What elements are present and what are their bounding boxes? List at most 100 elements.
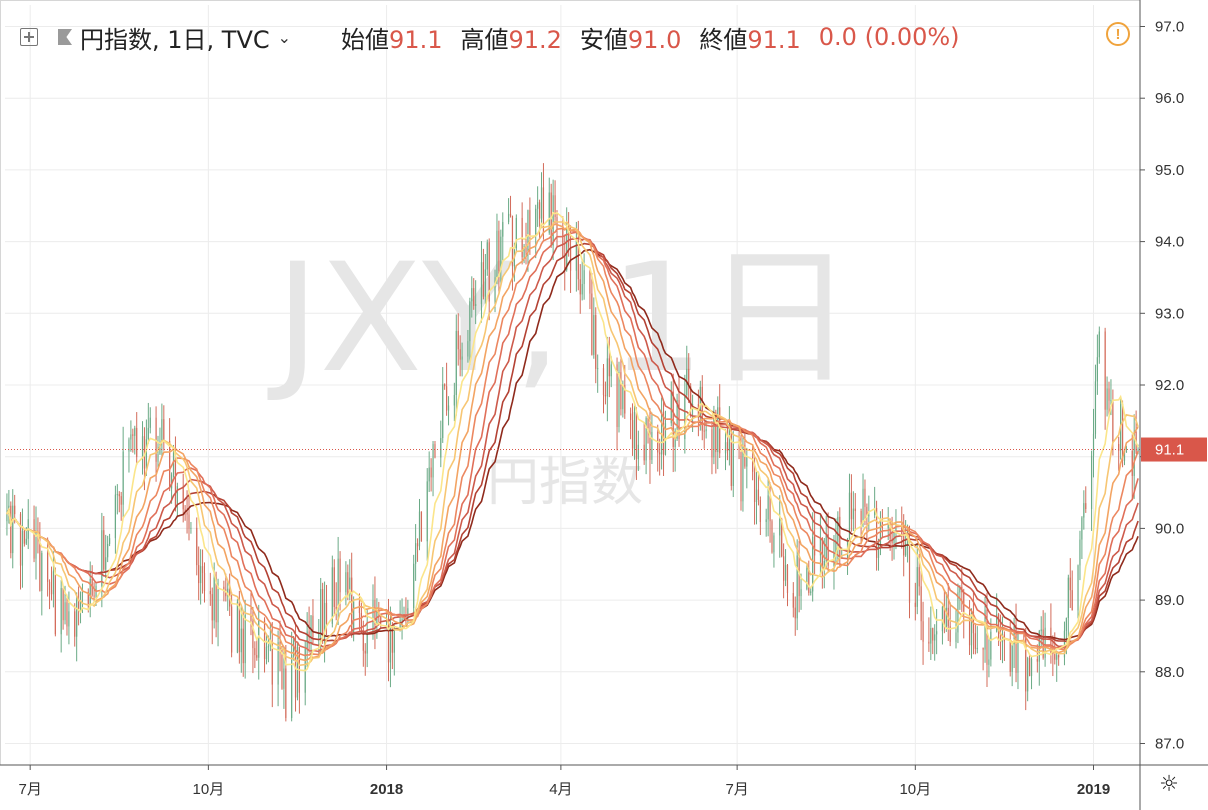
candle-body bbox=[407, 608, 409, 617]
candle bbox=[874, 486, 876, 519]
candle bbox=[554, 180, 556, 224]
candle-body bbox=[1106, 388, 1108, 410]
candle-body bbox=[353, 601, 355, 633]
candle-body bbox=[1017, 632, 1019, 673]
candle bbox=[1025, 627, 1027, 711]
gear-icon[interactable]: ☼ bbox=[1159, 772, 1179, 797]
candle-body bbox=[310, 615, 312, 637]
candle bbox=[147, 402, 149, 444]
flag-icon[interactable] bbox=[58, 29, 72, 45]
candle-body bbox=[852, 508, 854, 520]
y-tick-label: 87.0 bbox=[1155, 735, 1184, 752]
candle bbox=[196, 517, 198, 576]
candle-body bbox=[107, 543, 109, 558]
candle bbox=[875, 500, 878, 571]
candle-body bbox=[68, 611, 70, 627]
candle bbox=[337, 536, 339, 626]
candle-body bbox=[684, 395, 686, 439]
candle-body bbox=[269, 642, 271, 647]
candle-body bbox=[213, 577, 215, 621]
ohlc-open: 始値91.1 bbox=[341, 25, 443, 54]
candle bbox=[982, 647, 984, 671]
candle bbox=[161, 403, 163, 457]
candle-body bbox=[318, 633, 320, 638]
candle bbox=[198, 546, 200, 601]
candle bbox=[1067, 574, 1069, 643]
candle-body bbox=[116, 494, 118, 496]
candle bbox=[1092, 408, 1095, 478]
x-tick-label: 7月 bbox=[725, 781, 748, 798]
candle bbox=[730, 422, 732, 491]
candle-body bbox=[798, 555, 800, 597]
candle-body bbox=[141, 436, 144, 458]
candle bbox=[589, 269, 591, 310]
candle bbox=[60, 580, 62, 653]
candle-body bbox=[240, 628, 242, 653]
candle-body bbox=[575, 240, 577, 271]
candle-body bbox=[936, 631, 938, 635]
candle-body bbox=[333, 567, 335, 607]
candle-body bbox=[265, 646, 268, 660]
candle bbox=[984, 597, 986, 663]
candle bbox=[407, 599, 409, 623]
candle bbox=[108, 533, 111, 547]
candle bbox=[664, 410, 667, 456]
candle-body bbox=[583, 270, 585, 285]
candle bbox=[955, 609, 957, 649]
candle-body bbox=[78, 599, 80, 609]
candle bbox=[447, 396, 450, 426]
candle-body bbox=[263, 619, 266, 660]
candle bbox=[602, 364, 605, 414]
candle-body bbox=[837, 516, 839, 543]
candle-body bbox=[1067, 577, 1069, 619]
candle-body bbox=[114, 494, 117, 539]
candle bbox=[732, 431, 734, 498]
candle-body bbox=[33, 519, 35, 559]
candle bbox=[1069, 558, 1071, 608]
alert-icon[interactable]: ! bbox=[1106, 22, 1130, 46]
candle bbox=[974, 623, 976, 655]
candle bbox=[1085, 486, 1087, 513]
candle-body bbox=[147, 427, 149, 440]
candle-body bbox=[932, 628, 934, 641]
candle bbox=[631, 403, 634, 456]
candle-body bbox=[473, 288, 475, 306]
candle-body bbox=[1118, 444, 1120, 451]
candle-body bbox=[182, 486, 184, 510]
candle bbox=[746, 447, 748, 489]
candle-body bbox=[335, 606, 337, 610]
chevron-down-icon[interactable]: ⌄ bbox=[277, 27, 292, 47]
candle-body bbox=[945, 607, 947, 628]
candle-body bbox=[914, 602, 916, 607]
candle-body bbox=[236, 601, 239, 653]
candle bbox=[1090, 450, 1093, 531]
candle bbox=[211, 587, 213, 645]
last-price-label-bg bbox=[1141, 437, 1207, 462]
candle bbox=[308, 606, 310, 653]
symbol-title[interactable]: 円指数, 1日, TVC bbox=[80, 25, 270, 54]
candle-body bbox=[252, 620, 254, 649]
candle-body bbox=[118, 494, 120, 497]
candle bbox=[35, 506, 37, 580]
candle-body bbox=[742, 444, 744, 502]
candle bbox=[442, 367, 444, 443]
candle-body bbox=[174, 452, 177, 506]
candle-body bbox=[215, 577, 217, 623]
ma-line-20 bbox=[6, 223, 1139, 662]
candle-body bbox=[244, 614, 246, 664]
candle bbox=[808, 560, 810, 596]
candle bbox=[304, 640, 306, 706]
candle-body bbox=[1011, 644, 1013, 672]
candle bbox=[201, 549, 204, 594]
candle-body bbox=[494, 277, 496, 302]
candle bbox=[122, 426, 124, 518]
candle-body bbox=[581, 284, 583, 295]
candle-body bbox=[922, 621, 924, 642]
candle-body bbox=[1081, 517, 1083, 540]
plus-box-icon[interactable] bbox=[20, 28, 38, 46]
candle bbox=[657, 424, 659, 472]
candle bbox=[765, 508, 767, 537]
candle bbox=[593, 297, 595, 359]
candle bbox=[540, 172, 543, 228]
